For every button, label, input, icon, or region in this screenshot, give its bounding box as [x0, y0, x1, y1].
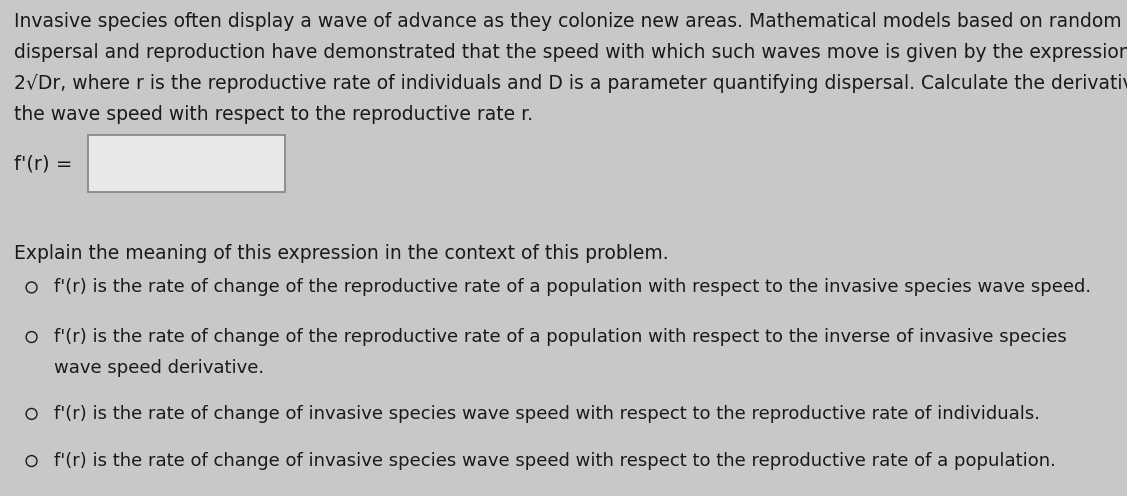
FancyBboxPatch shape: [88, 135, 285, 192]
Text: f'(r) =: f'(r) =: [14, 154, 72, 173]
Text: Invasive species often display a wave of advance as they colonize new areas. Mat: Invasive species often display a wave of…: [14, 12, 1121, 31]
Text: dispersal and reproduction have demonstrated that the speed with which such wave: dispersal and reproduction have demonstr…: [14, 44, 1127, 62]
Text: 2√Dr, where r is the reproductive rate of individuals and D is a parameter quant: 2√Dr, where r is the reproductive rate o…: [14, 74, 1127, 93]
Text: f'(r) is the rate of change of the reproductive rate of a population with respec: f'(r) is the rate of change of the repro…: [54, 278, 1091, 297]
Text: f'(r) is the rate of change of invasive species wave speed with respect to the r: f'(r) is the rate of change of invasive …: [54, 405, 1040, 423]
Text: f'(r) is the rate of change of invasive species wave speed with respect to the r: f'(r) is the rate of change of invasive …: [54, 452, 1056, 470]
Text: f'(r) is the rate of change of the reproductive rate of a population with respec: f'(r) is the rate of change of the repro…: [54, 328, 1067, 346]
Text: Explain the meaning of this expression in the context of this problem.: Explain the meaning of this expression i…: [14, 245, 668, 263]
Text: wave speed derivative.: wave speed derivative.: [54, 359, 264, 377]
Text: the wave speed with respect to the reproductive rate r.: the wave speed with respect to the repro…: [14, 106, 533, 124]
